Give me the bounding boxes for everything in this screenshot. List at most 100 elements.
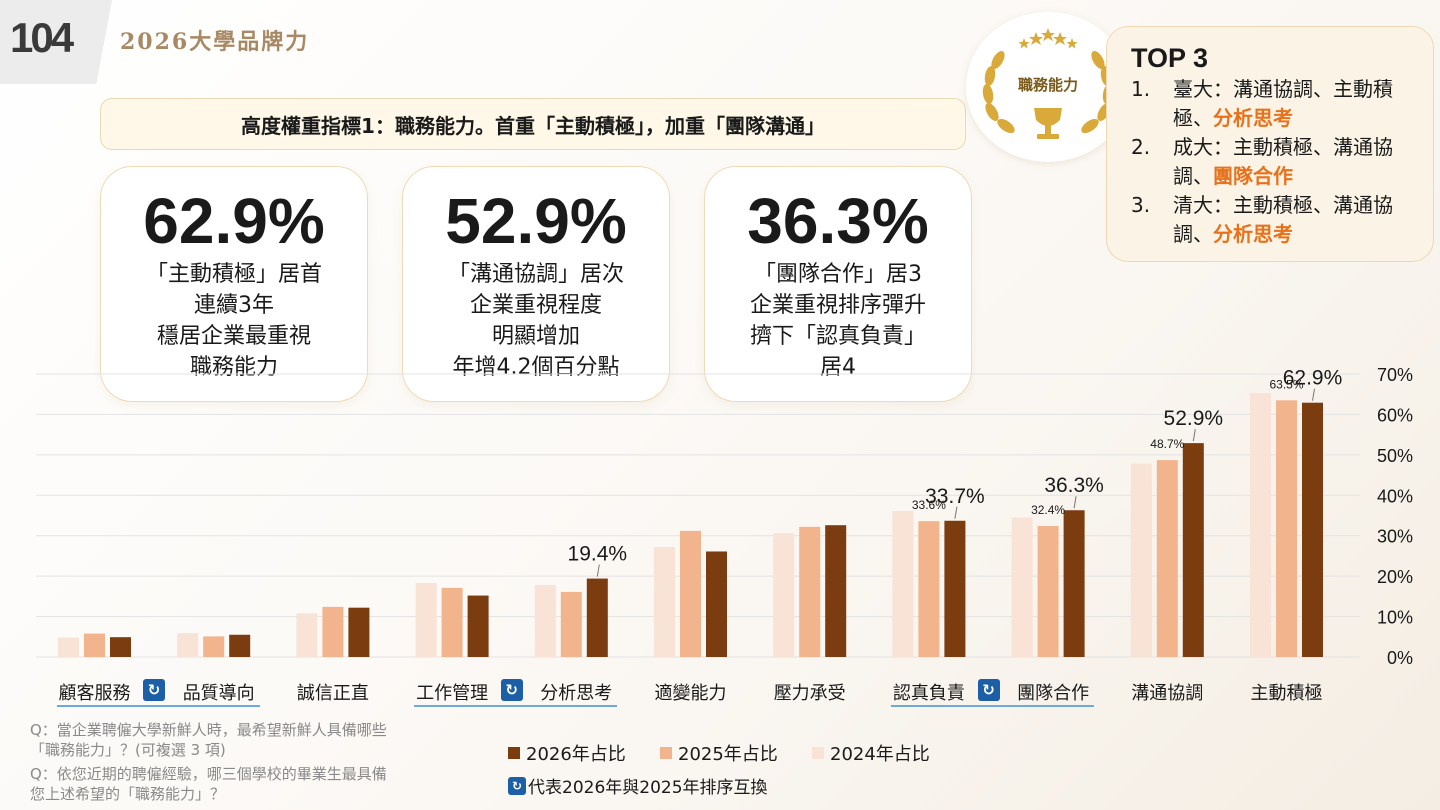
bar-2024年占比 <box>1250 393 1271 657</box>
swap-note-text: 代表2026年與2025年排序互換 <box>528 778 768 798</box>
data-label: 36.3% <box>1044 474 1104 497</box>
y-tick-label: 10% <box>1377 608 1413 628</box>
bar-2025年占比 <box>799 526 821 657</box>
data-label-leader <box>1192 429 1196 442</box>
data-label-leader <box>1073 496 1077 509</box>
bar-2025年占比 <box>918 521 940 657</box>
stat-line: 「溝通協調」居次 <box>447 262 624 287</box>
bar-2026年占比 <box>348 607 370 657</box>
survey-question-2: Q：依您近期的聘僱經驗，哪三個學校的畢業生最具備您上述希望的「職務能力」？ <box>30 765 387 803</box>
stat-value: 52.9% <box>445 185 627 257</box>
top3-text: 成大：主動積極、溝通協調、 <box>1173 135 1393 188</box>
legend-swatch <box>660 747 672 759</box>
data-label-leader <box>1312 388 1315 401</box>
logo: 104 <box>0 0 112 84</box>
bar-2025年占比 <box>560 591 582 657</box>
stat-line: 「團隊合作」居3 <box>754 262 922 287</box>
bar-2024年占比 <box>415 583 437 657</box>
y-tick-label: 70% <box>1377 365 1413 385</box>
stat-line: 年增4.2個百分點 <box>452 355 620 380</box>
top3-highlight: 分析思考 <box>1213 106 1293 130</box>
category-label: 工作管理 <box>416 683 489 704</box>
bar-2024年占比 <box>654 547 675 657</box>
legend-label: 2024年占比 <box>830 744 930 765</box>
bar-2026年占比 <box>825 525 847 657</box>
data-label: 52.9% <box>1164 407 1224 430</box>
stat-line: 「主動積極」居首 <box>145 262 322 287</box>
bar-2024年占比 <box>534 585 556 657</box>
data-label: 33.6% <box>912 498 946 512</box>
stat-line: 企業重視程度 <box>469 293 602 318</box>
bar-2026年占比 <box>706 551 727 657</box>
stat-card-2: 52.9% 「溝通協調」居次 企業重視程度 明顯增加 年增4.2個百分點 <box>402 166 670 402</box>
data-label: 63.5% <box>1269 377 1303 391</box>
bar-2025年占比 <box>1037 526 1059 657</box>
stat-card-3: 36.3% 「團隊合作」居3 企業重視排序彈升 擠下「認真負責」 居4 <box>704 166 972 402</box>
swap-icon: ↻ <box>977 679 1000 701</box>
legend-item-2024: 2024年占比 <box>812 740 930 766</box>
data-label-leader <box>596 564 600 577</box>
headline-banner: 高度權重指標1：職務能力。首重「主動積極」，加重「團隊溝通」 <box>100 98 966 150</box>
y-tick-label: 60% <box>1377 405 1413 425</box>
data-label: 48.7% <box>1150 437 1184 451</box>
data-label: 19.4% <box>568 543 628 566</box>
category-label: 品質導向 <box>182 683 255 704</box>
y-tick-label: 0% <box>1387 648 1413 668</box>
bar-2025年占比 <box>1156 460 1178 657</box>
category-label: 溝通協調 <box>1131 683 1204 704</box>
bar-2024年占比 <box>296 613 318 657</box>
logo-background <box>0 0 112 84</box>
category-label: 分析思考 <box>540 683 613 704</box>
top3-highlight: 團隊合作 <box>1213 164 1293 188</box>
top3-panel: TOP 3 1. 臺大：溝通協調、主動積極、分析思考 2. 成大：主動積極、溝通… <box>1106 26 1434 262</box>
bar-2026年占比 <box>467 595 489 657</box>
medal-badge: 職務能力 <box>966 12 1130 162</box>
bar-2024年占比 <box>58 637 79 657</box>
swap-underline <box>414 705 618 707</box>
y-tick-label: 50% <box>1377 446 1413 466</box>
swap-icon: ↻ <box>143 679 166 701</box>
stat-value: 62.9% <box>143 185 325 257</box>
bar-2024年占比 <box>773 533 795 657</box>
category-label: 主動積極 <box>1250 683 1323 704</box>
top3-rank: 3. <box>1131 193 1151 217</box>
stat-line: 企業重視排序彈升 <box>749 293 926 318</box>
legend-swatch <box>812 747 824 759</box>
medal-label: 職務能力 <box>1017 76 1078 94</box>
bar-2026年占比 <box>944 520 966 657</box>
top3-rank: 2. <box>1131 135 1151 159</box>
y-tick-label: 30% <box>1377 527 1413 547</box>
category-label: 顧客服務 <box>58 683 131 704</box>
data-label: 32.4% <box>1031 503 1065 517</box>
stat-card-1: 62.9% 「主動積極」居首 連續3年 穩居企業最重視 職務能力 <box>100 166 368 402</box>
stat-line: 居4 <box>820 355 856 380</box>
bar-2025年占比 <box>1276 400 1297 657</box>
category-label: 團隊合作 <box>1017 683 1090 704</box>
legend-label: 2025年占比 <box>678 744 778 765</box>
stat-line: 職務能力 <box>189 355 278 380</box>
category-label: 認真負責 <box>892 683 965 704</box>
bar-2024年占比 <box>892 511 914 657</box>
bar-2024年占比 <box>1011 517 1033 657</box>
data-label-leader <box>954 506 958 519</box>
bar-2026年占比 <box>1063 510 1085 657</box>
top3-item: 1. 臺大：溝通協調、主動積極、分析思考 <box>1131 75 1433 133</box>
data-label: 33.7% <box>925 485 985 508</box>
survey-question-1: Q：當企業聘僱大學新鮮人時，最希望新鮮人具備哪些「職務能力」？(可複選 3 項) <box>30 721 387 759</box>
bar-2026年占比 <box>586 578 608 657</box>
bar-2025年占比 <box>680 530 701 657</box>
swap-underline <box>890 705 1095 707</box>
swap-icon: ↻ <box>500 679 523 701</box>
category-label: 壓力承受 <box>773 683 846 704</box>
top3-rank: 1. <box>1131 77 1151 101</box>
logo-text: 104 <box>10 14 74 61</box>
laurel-trophy-icon <box>982 28 1114 139</box>
bar-2026年占比 <box>110 637 131 657</box>
stat-line: 穩居企業最重視 <box>156 324 311 349</box>
bar-2025年占比 <box>441 587 463 657</box>
top3-text: 清大：主動積極、溝通協調、 <box>1173 193 1393 246</box>
legend-item-2025: 2025年占比 <box>660 740 778 766</box>
legend-label: 2026年占比 <box>526 744 626 765</box>
top3-item: 3. 清大：主動積極、溝通協調、分析思考 <box>1131 191 1433 249</box>
bar-2026年占比 <box>1302 402 1323 657</box>
